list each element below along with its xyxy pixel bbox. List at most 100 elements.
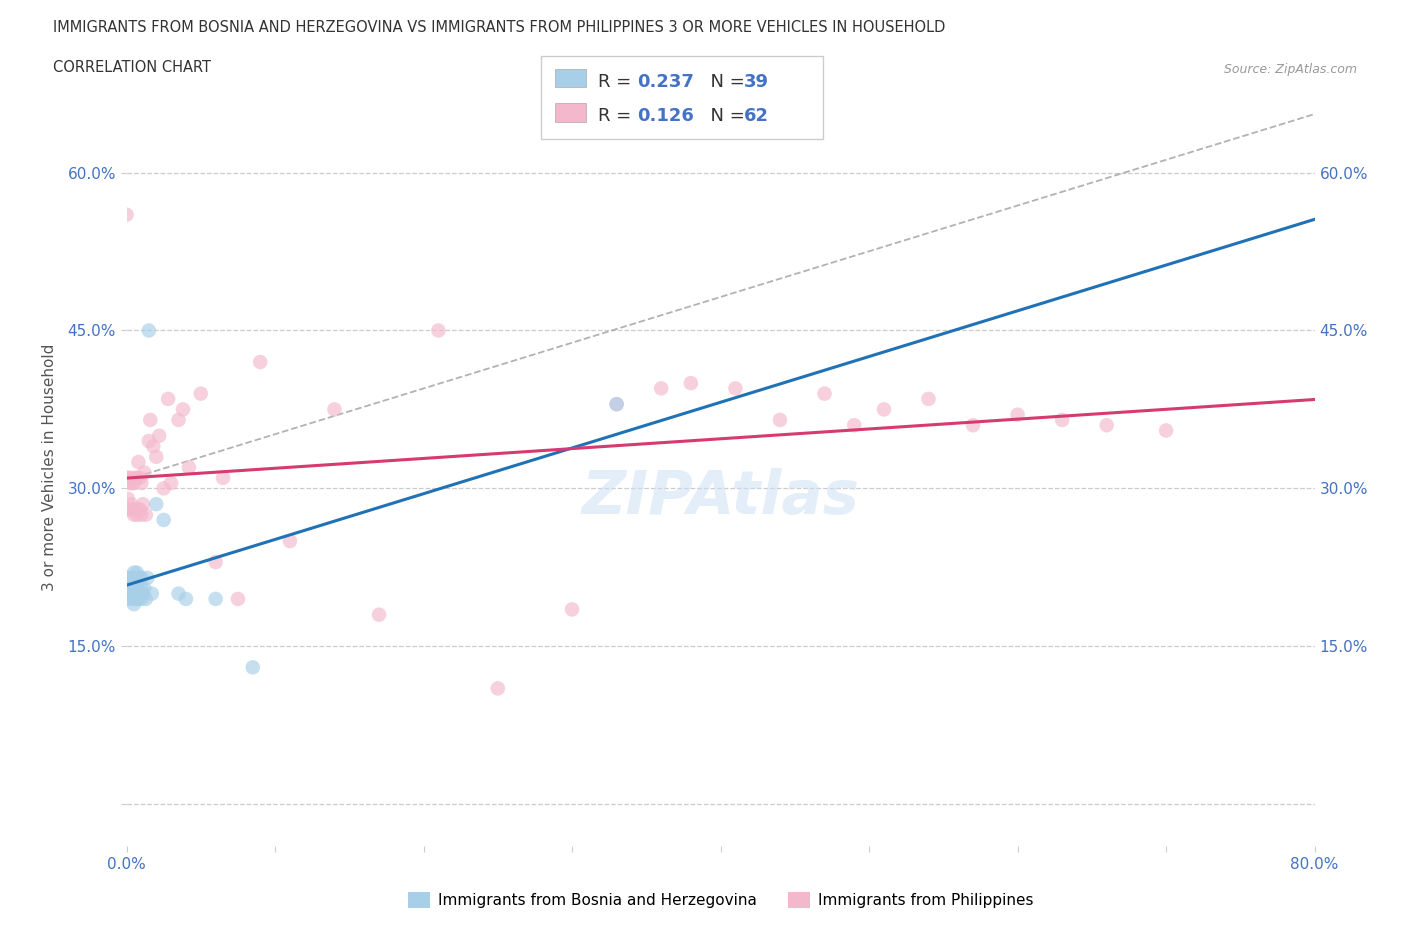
Point (135, 591, 157, 606)
Point (120, 576, 142, 591)
Point (138, 323, 160, 338)
Point (125, 471, 148, 485)
Point (917, 392, 939, 406)
Point (122, 565, 145, 580)
Point (873, 402, 896, 417)
Point (132, 497, 155, 512)
Point (124, 570, 146, 585)
Point (124, 591, 146, 606)
Point (813, 386, 835, 401)
Text: 0.237: 0.237 (637, 73, 693, 90)
Point (139, 413, 162, 428)
Point (118, 475, 141, 490)
Point (120, 471, 142, 485)
Point (127, 455, 149, 470)
Point (769, 413, 792, 428)
Point (127, 591, 149, 606)
Point (134, 465, 156, 480)
Point (122, 507, 145, 522)
Point (167, 413, 190, 428)
Point (427, 323, 450, 338)
Point (117, 591, 139, 606)
Point (136, 570, 159, 585)
Point (131, 507, 153, 522)
Point (115, 502, 138, 517)
Point (122, 475, 145, 490)
Point (148, 429, 170, 444)
Point (127, 502, 149, 517)
Point (127, 576, 149, 591)
Point (117, 471, 139, 485)
Point (152, 512, 174, 527)
Text: IMMIGRANTS FROM BOSNIA AND HERZEGOVINA VS IMMIGRANTS FROM PHILIPPINES 3 OR MORE : IMMIGRANTS FROM BOSNIA AND HERZEGOVINA V… (53, 20, 946, 35)
Point (118, 570, 141, 585)
Point (606, 397, 628, 412)
Point (323, 402, 346, 417)
Point (131, 570, 153, 585)
Point (174, 591, 197, 606)
Point (157, 392, 180, 406)
Point (134, 581, 156, 596)
Text: N =: N = (699, 107, 751, 125)
Text: CORRELATION CHART: CORRELATION CHART (53, 60, 211, 75)
Point (121, 502, 143, 517)
Point (177, 460, 200, 475)
Text: 39: 39 (744, 73, 769, 90)
Point (121, 475, 143, 490)
Point (486, 681, 509, 696)
Text: Source: ZipAtlas.com: Source: ZipAtlas.com (1223, 63, 1357, 76)
Point (115, 207, 138, 222)
Point (118, 586, 141, 601)
Point (131, 581, 153, 596)
Point (118, 502, 141, 517)
Point (129, 570, 152, 585)
Text: R =: R = (598, 107, 637, 125)
Point (129, 502, 152, 517)
Point (120, 591, 142, 606)
Point (122, 597, 145, 612)
Point (226, 591, 249, 606)
Point (120, 497, 142, 512)
Point (278, 534, 301, 549)
Point (167, 586, 190, 601)
Point (138, 433, 160, 448)
Point (160, 475, 183, 490)
Point (650, 381, 672, 396)
Text: R =: R = (598, 73, 637, 90)
Point (129, 586, 152, 601)
Point (115, 570, 138, 585)
Point (606, 397, 628, 412)
Point (152, 481, 174, 496)
Text: 0.126: 0.126 (637, 107, 693, 125)
Point (1154, 423, 1177, 438)
Point (117, 491, 139, 506)
Text: N =: N = (699, 73, 751, 90)
Point (124, 471, 146, 485)
Point (121, 586, 143, 601)
Point (142, 439, 165, 454)
Point (115, 576, 138, 591)
Point (125, 565, 148, 580)
Point (125, 576, 148, 591)
Point (132, 586, 155, 601)
Point (131, 591, 153, 606)
Point (242, 660, 264, 675)
Point (131, 475, 153, 490)
Point (1050, 413, 1073, 428)
Point (115, 471, 138, 485)
Point (172, 402, 194, 417)
Point (117, 581, 139, 596)
Point (125, 591, 148, 606)
Point (204, 591, 226, 606)
Point (124, 502, 146, 517)
Y-axis label: 3 or more Vehicles in Household: 3 or more Vehicles in Household (42, 344, 56, 591)
Point (679, 376, 702, 391)
Text: 62: 62 (744, 107, 769, 125)
Text: ZIPAtlas: ZIPAtlas (582, 468, 859, 527)
Point (204, 554, 226, 569)
Point (122, 581, 145, 596)
Point (115, 586, 138, 601)
Point (190, 386, 212, 401)
Point (141, 586, 163, 601)
Point (962, 418, 984, 432)
